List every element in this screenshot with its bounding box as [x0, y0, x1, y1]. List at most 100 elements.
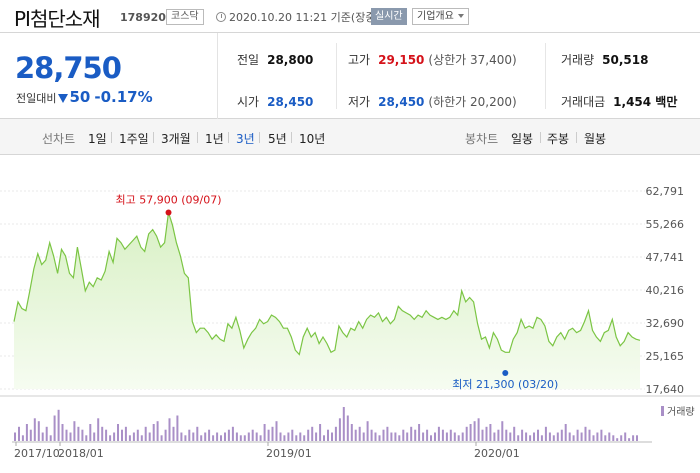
- lower-limit: (하한가 20,200): [428, 95, 517, 109]
- volume-bar: [374, 432, 377, 441]
- volume-bar: [461, 432, 464, 441]
- volume-bar: [354, 429, 357, 441]
- volume-bar: [152, 424, 155, 441]
- day-high-label: 고가: [348, 53, 371, 67]
- volume-bar: [382, 429, 385, 441]
- open-price-label: 시가: [237, 95, 260, 109]
- volume-bar: [140, 435, 143, 441]
- divider: [197, 132, 198, 143]
- y-axis: 62,791 55,266 47,741 40,216 32,690 25,165 17,6…: [646, 185, 685, 396]
- realtime-button[interactable]: 실시간: [371, 8, 407, 25]
- period-10y-button[interactable]: 10년: [299, 132, 326, 146]
- volume-bar: [176, 415, 179, 441]
- volume-bar: [97, 418, 100, 441]
- volume-bar: [580, 432, 583, 441]
- current-price-box: 28,750 전일대비 50 -0.17%: [0, 33, 218, 119]
- volume-bar: [25, 424, 28, 441]
- period-1y-button[interactable]: 1년: [205, 132, 224, 146]
- high-marker: [165, 209, 172, 216]
- as-of-time: 2020.10.20 11:21 기준(장중): [216, 9, 380, 25]
- y-tick-label: 47,741: [646, 251, 685, 264]
- volume-bar: [208, 429, 211, 441]
- volume-bar: [338, 418, 341, 441]
- volume-bar: [596, 432, 599, 441]
- price-chart: 62,791 55,266 47,741 40,216 32,690 25,165 17,6…: [0, 185, 700, 460]
- upper-limit: (상한가 37,400): [428, 53, 517, 67]
- volume-bar: [616, 438, 619, 441]
- open-price-value: 28,450: [267, 95, 314, 109]
- volume-bar: [227, 429, 230, 441]
- period-3y-button[interactable]: 3년: [236, 132, 255, 146]
- prev-close: 전일 28,800: [237, 51, 313, 68]
- period-3m-button[interactable]: 3개월: [161, 132, 191, 146]
- line-chart-label: 선차트: [42, 132, 76, 146]
- stock-code: 178920: [120, 11, 166, 24]
- volume-bar: [29, 429, 32, 441]
- candle-weekly-button[interactable]: 주봉: [547, 132, 570, 146]
- volume-bar: [81, 429, 84, 441]
- period-1w-button[interactable]: 1주일: [119, 132, 149, 146]
- volume-bar: [21, 435, 24, 441]
- volume-bar: [49, 435, 52, 441]
- volume-bar: [489, 424, 492, 441]
- volume-bar: [65, 429, 68, 441]
- volume-bar: [592, 435, 595, 441]
- volume-bar: [636, 435, 638, 441]
- volume-bar: [216, 432, 219, 441]
- volume-bar: [188, 429, 191, 441]
- period-1d-button[interactable]: 1일: [88, 132, 107, 146]
- volume-bar: [620, 435, 623, 441]
- low-marker: [502, 369, 509, 376]
- volume-bar: [390, 432, 393, 441]
- volume-bar: [398, 435, 401, 441]
- divider: [259, 132, 260, 143]
- stock-header: PI첨단소재 178920 코스닥 2020.10.20 11:21 기준(장중…: [0, 0, 700, 33]
- volume-bar: [279, 432, 282, 441]
- volume-bar: [243, 435, 246, 441]
- volume-bar: [231, 426, 234, 441]
- volume-bar: [370, 429, 373, 441]
- volume-bar: [576, 429, 579, 441]
- chart-period-toolbar: 선차트 1일 1주일 3개월 1년 3년 5년 10년 봉차트 일봉 주봉 월봉: [0, 119, 700, 155]
- volume-bar: [402, 429, 405, 441]
- volume-bar: [220, 435, 222, 441]
- high-annotation: 최고 57,900 (09/07): [116, 193, 222, 206]
- volume-bar: [307, 429, 310, 441]
- period-5y-button[interactable]: 5년: [268, 132, 287, 146]
- down-triangle-icon: [58, 94, 69, 103]
- market-badge: 코스닥: [166, 9, 204, 25]
- volume-bar: [57, 409, 60, 441]
- day-low-label: 저가: [348, 95, 371, 109]
- clock-icon: [216, 12, 226, 22]
- change-row: 전일대비 50 -0.17%: [16, 88, 153, 106]
- prev-close-value: 28,800: [267, 53, 314, 67]
- volume-bar: [422, 432, 425, 441]
- price-line: [13, 212, 641, 356]
- volume-label: 거래량: [561, 53, 595, 67]
- x-tick-label: 2019/01: [266, 447, 312, 460]
- volume-bar: [263, 424, 266, 441]
- chevron-down-icon: [457, 14, 464, 18]
- volume-bar: [41, 432, 44, 441]
- change-value: 50: [69, 88, 91, 106]
- change-label: 전일대비: [16, 92, 57, 105]
- volume-bar: [113, 432, 116, 441]
- candle-daily-button[interactable]: 일봉: [511, 132, 534, 146]
- volume-bar: [505, 429, 508, 441]
- divider: [545, 43, 546, 109]
- y-tick-label: 25,165: [646, 350, 685, 363]
- volume-bar: [477, 418, 480, 441]
- divider: [576, 132, 577, 143]
- corp-info-label: 기업개요: [417, 11, 454, 22]
- candle-chart-label: 봉차트: [465, 132, 499, 146]
- volume-bar: [89, 424, 92, 441]
- volume-bar: [426, 429, 429, 441]
- volume-bar: [410, 426, 413, 441]
- candle-monthly-button[interactable]: 월봉: [584, 132, 607, 146]
- volume-bar: [132, 432, 135, 441]
- corp-info-dropdown[interactable]: 기업개요: [412, 8, 469, 25]
- volume-bar: [109, 435, 112, 441]
- volume-bar: [303, 435, 306, 441]
- volume-bar: [366, 421, 369, 441]
